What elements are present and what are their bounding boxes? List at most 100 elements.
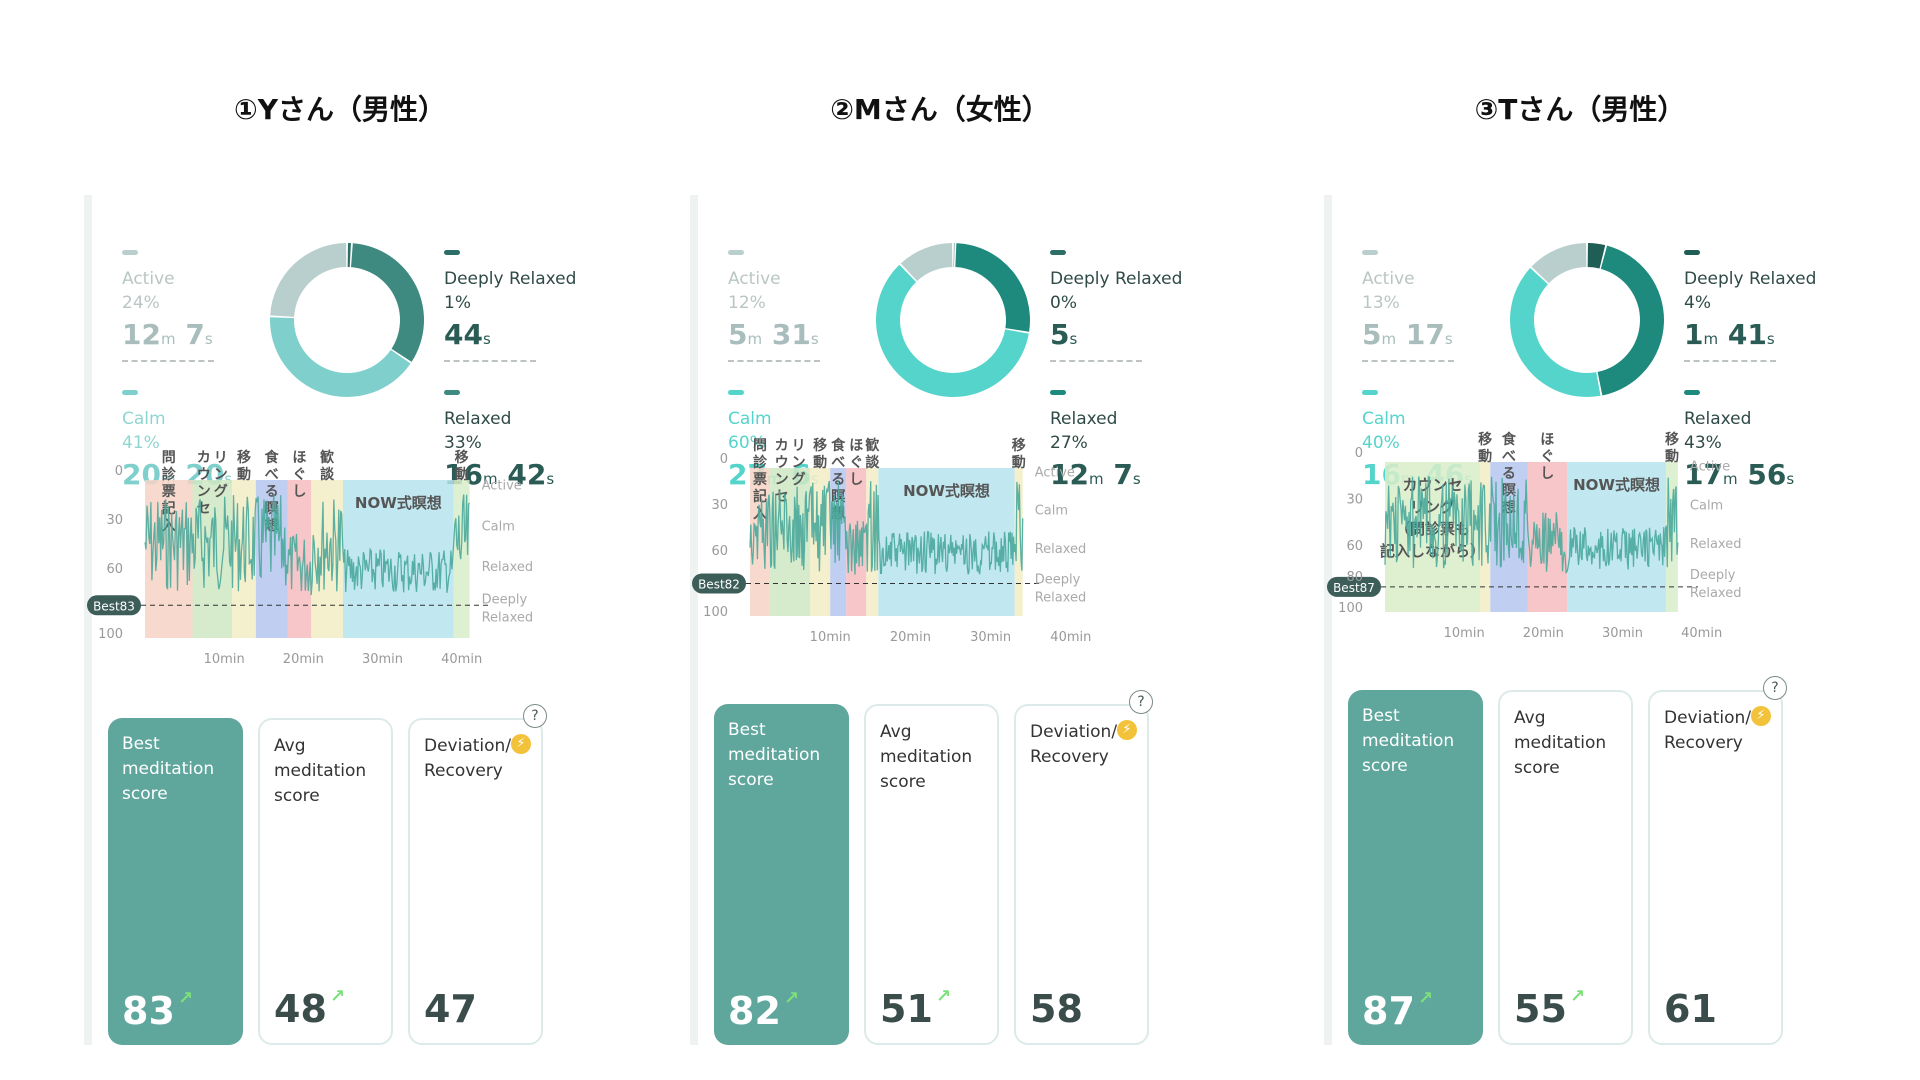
- avg-score-card[interactable]: Avg meditation score 55 ↗: [1498, 690, 1633, 1045]
- segment-label-char: 問: [753, 438, 767, 454]
- stat-color-dash: [122, 390, 138, 395]
- y-tick-label: 30: [1346, 493, 1363, 508]
- card-value: 82: [728, 989, 781, 1033]
- trend-up-icon: ↗: [784, 988, 800, 1009]
- duration-num-1: 1: [1684, 318, 1704, 351]
- y-tick-label: 100: [98, 627, 123, 642]
- zone-label: Calm: [482, 519, 515, 534]
- help-icon[interactable]: ?: [1763, 676, 1787, 700]
- card-value: 55: [1514, 987, 1567, 1031]
- y-tick-label: 100: [703, 605, 728, 620]
- segment-label-char: 移: [813, 437, 827, 454]
- x-tick-label: 40min: [1050, 630, 1091, 645]
- segment-label-char: ほ: [849, 438, 863, 454]
- stat-percent: 0%: [1050, 293, 1077, 313]
- card-title: Best meditation score: [122, 734, 215, 804]
- segment-label-char: 食: [831, 437, 846, 454]
- y-tick-label: 100: [1338, 601, 1363, 616]
- panel-edge: [1324, 195, 1332, 1045]
- segment-label-char: ン: [792, 455, 806, 471]
- segment-label-char: る: [1502, 466, 1516, 482]
- stat-duration: 12m 7s: [1050, 457, 1141, 497]
- card-title: Avg meditation score: [1514, 708, 1607, 778]
- stat-label: Calm: [122, 409, 166, 429]
- donut-slice-deeply: [953, 243, 955, 268]
- stat-percent: 27%: [1050, 433, 1088, 453]
- help-icon[interactable]: ?: [1129, 690, 1153, 714]
- card-value: 83: [122, 989, 175, 1033]
- bolt-icon: ⚡: [1751, 706, 1771, 726]
- avg-score-card[interactable]: Avg meditation score 48 ↗: [258, 718, 393, 1045]
- segment-label-char: カ: [197, 450, 211, 466]
- segment-label-char: ン: [214, 467, 228, 483]
- segment-label-char: 動: [1478, 448, 1492, 465]
- x-tick-label: 10min: [204, 652, 245, 667]
- card-title: Avg meditation score: [880, 722, 973, 792]
- best-badge: [87, 595, 141, 616]
- best-badge-text: Best82: [698, 577, 740, 591]
- deviation-card[interactable]: Deviation/ Recovery 61 ⚡: [1648, 690, 1783, 1045]
- donut-slice-relaxed: [351, 243, 424, 362]
- zone-label: Deeply: [1690, 568, 1736, 583]
- segment-label-char: 歓: [865, 437, 879, 454]
- duration-unit-2: s: [1132, 470, 1141, 488]
- stat-percent: 24%: [122, 293, 160, 313]
- deviation-card[interactable]: Deviation/ Recovery 47 ⚡: [408, 718, 543, 1045]
- segment-label-char: 移: [1665, 431, 1679, 448]
- best-score-card[interactable]: Best meditation score 87 ↗: [1348, 690, 1483, 1045]
- segment-label-char: べ: [265, 467, 279, 483]
- trend-up-icon: ↗: [1570, 986, 1586, 1007]
- person-title: ①Yさん（男性）: [234, 93, 446, 126]
- stat-percent: 43%: [1684, 433, 1722, 453]
- stat-color-dash: [444, 390, 460, 395]
- segment-label-char: し: [849, 472, 863, 488]
- x-tick-label: 30min: [1602, 626, 1643, 641]
- donut-slice-calm: [876, 264, 1029, 397]
- duration-num-2: 7: [1113, 458, 1133, 491]
- stat-percent: 60%: [728, 433, 766, 453]
- duration-unit-1: m: [1088, 470, 1104, 488]
- avg-score-card[interactable]: Avg meditation score 51 ↗: [864, 704, 999, 1045]
- duration-unit-1: m: [1703, 330, 1719, 348]
- stat-label: Deeply Relaxed: [1050, 269, 1183, 289]
- duration-num-2: 42: [507, 458, 547, 491]
- stat-percent: 12%: [728, 293, 766, 313]
- stat-color-dash: [728, 250, 744, 255]
- donut-slice-calm: [1510, 267, 1601, 397]
- stat-active: Active 24% 12m 7s: [122, 250, 213, 357]
- segment-label-char: 移: [455, 449, 469, 466]
- segment-label-char: 食: [1502, 431, 1517, 448]
- segment-label-char: 移: [1478, 431, 1492, 448]
- card-value: 47: [424, 987, 477, 1031]
- best-badge: [692, 573, 746, 594]
- zone-label: Relaxed: [1690, 586, 1742, 601]
- divider: [1362, 360, 1454, 362]
- x-tick-label: 20min: [283, 652, 324, 667]
- stat-label: Calm: [728, 409, 772, 429]
- segment-label-char: ほ: [292, 450, 306, 466]
- zone-label: Active: [482, 479, 522, 494]
- x-tick-label: 40min: [441, 652, 482, 667]
- bolt-icon: ⚡: [1117, 720, 1137, 740]
- y-tick-label: 30: [106, 513, 123, 528]
- card-title: Best meditation score: [728, 720, 821, 790]
- help-icon[interactable]: ?: [523, 704, 547, 728]
- segment-label-char: し: [292, 484, 306, 500]
- x-tick-label: 10min: [1444, 626, 1485, 641]
- deviation-card[interactable]: Deviation/ Recovery 58 ⚡: [1014, 704, 1149, 1045]
- segment-label-char: る: [831, 472, 845, 488]
- segment-label: カウンセ: [1402, 476, 1462, 494]
- stat-label: Active: [1362, 269, 1415, 289]
- best-score-card[interactable]: Best meditation score 82 ↗: [714, 704, 849, 1045]
- segment-band: [1014, 468, 1023, 616]
- segment-label-char: 談: [320, 466, 335, 483]
- x-tick-label: 30min: [362, 652, 403, 667]
- stat-deeply: Deeply Relaxed 0% 5s: [1050, 250, 1182, 357]
- best-badge-text: Best87: [1333, 581, 1375, 595]
- best-score-card[interactable]: Best meditation score 83 ↗: [108, 718, 243, 1045]
- segment-label-char: ぐ: [292, 467, 306, 483]
- stat-label: Deeply Relaxed: [1684, 269, 1817, 289]
- card-value: 58: [1030, 987, 1083, 1031]
- segment-label-char: グ: [792, 471, 806, 488]
- duration-num-2: 7: [185, 318, 205, 351]
